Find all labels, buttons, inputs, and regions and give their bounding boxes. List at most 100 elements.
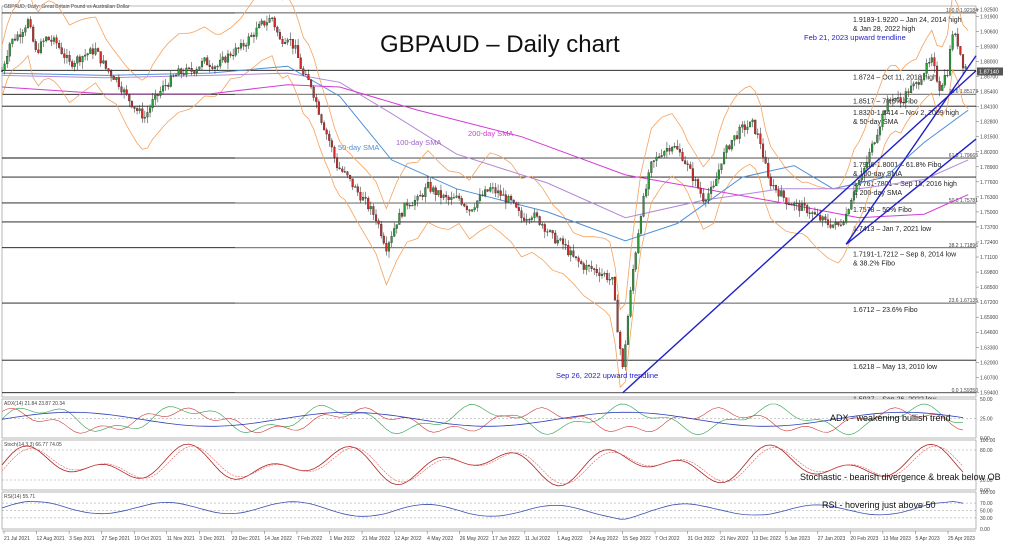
- candle-body: [738, 126, 741, 139]
- candle-body: [50, 39, 53, 42]
- candle-body: [374, 214, 378, 221]
- candle-body: [359, 192, 362, 201]
- candle-body: [689, 164, 692, 169]
- candle-body: [561, 238, 565, 245]
- y-tick-label: 1.78900: [980, 165, 998, 171]
- candle-body: [665, 148, 668, 152]
- candle-body: [84, 54, 87, 57]
- candle-body: [772, 185, 775, 187]
- indicator-header: ADX(14) 21.84 23.87 20.34: [4, 401, 65, 407]
- candle-body: [829, 224, 832, 228]
- candle-body: [528, 219, 531, 221]
- candle-body: [793, 202, 796, 206]
- x-tick-label: 7 Oct 2022: [655, 536, 680, 542]
- candle-body: [878, 126, 881, 136]
- candle-body: [803, 203, 806, 206]
- candle-body: [632, 269, 635, 291]
- candle-body: [951, 34, 954, 50]
- x-tick-label: 20 Feb 2023: [850, 536, 878, 542]
- fibo-label: 100.0 1.92184: [946, 8, 978, 14]
- candle-body: [702, 193, 705, 202]
- adx-line: [1, 411, 964, 427]
- candle-body: [798, 203, 801, 211]
- candle-body: [76, 56, 79, 64]
- chart-title: GBPAUD – Daily chart: [380, 31, 620, 58]
- candle-body: [842, 222, 845, 226]
- candle-body: [86, 53, 89, 56]
- y-tick-label: 1.76300: [980, 195, 998, 201]
- candle-body: [47, 36, 50, 41]
- fibo-label: 38.2 1.71896: [949, 243, 978, 249]
- indicator-header: Stoch(14,3,3) 66.77 74.05: [4, 442, 62, 448]
- candle-body: [525, 219, 528, 221]
- candle-body: [200, 60, 204, 67]
- candle-body: [512, 199, 515, 203]
- candle-body: [871, 143, 874, 153]
- candle-body: [346, 171, 349, 176]
- candle-body: [897, 97, 900, 99]
- candle-body: [920, 79, 923, 85]
- candle-body: [260, 20, 263, 25]
- candle-body: [686, 163, 689, 165]
- y-tick-label: 1.75000: [980, 210, 998, 216]
- level-label-2: & Jan 28, 2022 high: [853, 26, 915, 33]
- candle-body: [554, 232, 557, 244]
- candle-body: [112, 76, 115, 80]
- candle-body: [445, 194, 448, 198]
- candle-body: [310, 79, 313, 88]
- candle-body: [600, 273, 604, 276]
- candle-body: [156, 93, 159, 96]
- candle-body: [473, 207, 476, 210]
- candles-layer: [0, 14, 967, 371]
- candle-body: [265, 22, 268, 26]
- y-tick-label: 1.80200: [980, 150, 998, 156]
- candle-body: [289, 38, 292, 41]
- candle-body: [933, 57, 936, 67]
- candle-body: [37, 49, 40, 53]
- fibo-label: 23.6 1.67135: [949, 298, 978, 304]
- candle-body: [917, 82, 920, 85]
- candle-body: [393, 228, 396, 237]
- candle-body: [904, 91, 907, 103]
- candle-body: [45, 36, 48, 42]
- candle-body: [68, 55, 71, 62]
- indicator-pane: [1, 491, 977, 530]
- candle-body: [948, 49, 952, 76]
- candle-body: [164, 85, 167, 87]
- level-label: 1.8517 – 78.6% Fibo: [853, 98, 918, 105]
- candle-body: [712, 185, 715, 188]
- candle-body: [271, 17, 274, 19]
- candle-body: [452, 197, 455, 199]
- candle-body: [574, 256, 578, 259]
- x-tick-label: 19 Oct 2021: [134, 536, 161, 542]
- level-label: 1.6218 – May 13, 2010 low: [853, 364, 938, 371]
- adx-minus-di: [1, 407, 964, 434]
- candle-body: [886, 99, 889, 112]
- candle-body: [517, 207, 520, 211]
- candle-body: [276, 26, 279, 33]
- y-tick-label: 1.84100: [980, 105, 998, 111]
- candle-body: [286, 39, 289, 43]
- candle-body: [476, 200, 479, 208]
- candle-body: [826, 219, 830, 225]
- indicator-tick: 0.00: [980, 436, 990, 442]
- current-price-label: 1.87140: [979, 69, 999, 75]
- candle-body: [159, 90, 162, 96]
- trendline: [622, 70, 977, 394]
- candle-body: [125, 89, 128, 95]
- level-label: 1.7966-1.8001 – 61.8% Fibo: [853, 162, 941, 169]
- x-tick-label: 21 Mar 2022: [362, 536, 390, 542]
- candle-body: [11, 38, 14, 44]
- candle-body: [419, 195, 422, 197]
- candle-body: [455, 195, 458, 198]
- y-tick-label: 1.88000: [980, 60, 998, 66]
- candle-body: [154, 93, 157, 100]
- candle-body: [432, 187, 435, 192]
- candle-body: [351, 178, 354, 188]
- y-tick-label: 1.72400: [980, 240, 998, 246]
- candle-body: [320, 114, 323, 123]
- candle-body: [408, 205, 411, 207]
- indicator-header: RSI(14) 55.71: [4, 494, 35, 500]
- candle-body: [390, 236, 393, 243]
